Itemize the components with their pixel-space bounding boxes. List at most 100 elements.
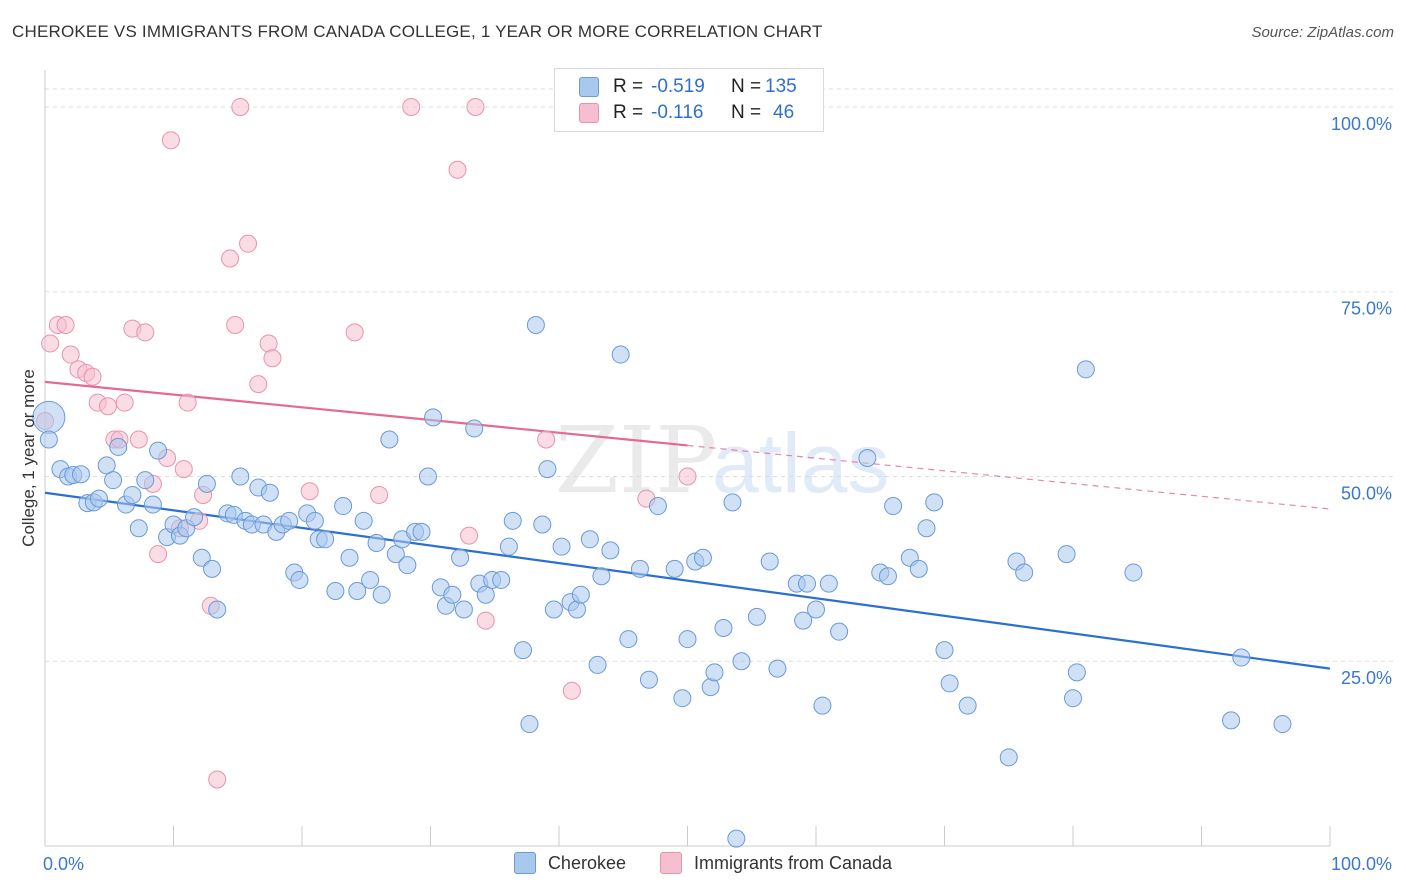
data-point-cherokee [768, 659, 787, 678]
data-point-cherokee [592, 567, 611, 586]
data-point-immigrants [56, 315, 75, 334]
data-point-cherokee [747, 607, 766, 626]
data-point-cherokee [673, 689, 692, 708]
n-value: 135 [765, 76, 797, 97]
data-point-cherokee [361, 570, 380, 589]
data-point-cherokee [639, 670, 658, 689]
y-axis-label: College, 1 year or more [19, 369, 38, 547]
data-point-cherokee [798, 574, 817, 593]
series-cherokee [32, 315, 1292, 848]
data-point-cherokee [601, 541, 620, 560]
data-point-cherokee [424, 408, 443, 427]
data-point-cherokee [260, 483, 279, 502]
data-point-cherokee [813, 696, 832, 715]
data-point-cherokee [884, 497, 903, 516]
data-point-cherokee [999, 748, 1018, 767]
data-point-cherokee [935, 641, 954, 660]
data-point-cherokee [958, 696, 977, 715]
data-point-cherokee [571, 585, 590, 604]
data-point-cherokee [380, 430, 399, 449]
r-value: -0.116 [651, 102, 704, 123]
data-point-immigrants [448, 160, 467, 179]
data-point-cherokee [39, 430, 58, 449]
data-point-cherokee [1067, 663, 1086, 682]
data-point-immigrants [476, 611, 495, 630]
data-point-immigrants [226, 315, 245, 334]
data-point-immigrants [136, 323, 155, 342]
data-point-cherokee [71, 465, 90, 484]
data-point-cherokee [611, 345, 630, 364]
data-point-cherokee [129, 519, 148, 538]
data-point-immigrants [98, 397, 117, 416]
data-point-immigrants [300, 482, 319, 501]
data-point-cherokee [588, 655, 607, 674]
data-point-cherokee [465, 419, 484, 438]
data-point-immigrants [178, 393, 197, 412]
data-point-cherokee [280, 511, 299, 530]
axes [44, 70, 1331, 847]
watermark: ZIP atlas [555, 407, 889, 514]
data-point-immigrants [149, 545, 168, 564]
immigrants-legend-swatch [659, 852, 682, 874]
data-point-immigrants [259, 334, 278, 353]
x-tick-label: 100.0% [1331, 854, 1392, 874]
data-point-cherokee [89, 489, 108, 508]
x-tick-label: 0.0% [43, 854, 84, 874]
data-point-cherokee [552, 537, 571, 556]
data-point-cherokee [1222, 711, 1241, 730]
watermark-zip: ZIP [555, 407, 717, 514]
data-point-immigrants [562, 681, 581, 700]
data-point-cherokee [526, 315, 545, 334]
y-tick-label: 100.0% [1331, 114, 1392, 134]
legend-item-immigrants: Immigrants from Canada [659, 852, 892, 874]
data-point-immigrants [161, 131, 180, 150]
data-point-cherokee [925, 493, 944, 512]
data-point-cherokee [398, 556, 417, 575]
data-point-immigrants [239, 234, 258, 253]
data-point-cherokee [316, 530, 335, 549]
series-legend: Cherokee Immigrants from Canada [0, 852, 1406, 874]
data-point-cherokee [693, 548, 712, 567]
data-point-cherokee [714, 618, 733, 637]
data-point-cherokee [231, 467, 250, 486]
data-point-cherokee [334, 497, 353, 516]
cherokee-legend-label: Cherokee [547, 852, 626, 873]
data-point-cherokee [580, 530, 599, 549]
data-point-immigrants [345, 323, 364, 342]
data-point-cherokee [1057, 545, 1076, 564]
x-tick-labels: 0.0% 100.0% [43, 854, 1392, 874]
data-point-cherokee [197, 474, 216, 493]
data-point-cherokee [807, 600, 825, 619]
data-point-immigrants [83, 367, 102, 386]
data-point-cherokee [665, 559, 684, 578]
data-point-cherokee [367, 533, 386, 552]
r-label: R = [613, 102, 644, 123]
cherokee-legend-swatch [513, 852, 536, 874]
data-point-cherokee [1232, 648, 1251, 667]
data-point-cherokee [143, 495, 162, 514]
data-point-cherokee [567, 600, 586, 619]
data-point-cherokee [619, 630, 638, 649]
data-point-cherokee [136, 471, 155, 490]
data-point-cherokee [723, 493, 742, 512]
data-point-cherokee [630, 559, 649, 578]
data-point-immigrants [466, 97, 485, 116]
data-point-cherokee [192, 548, 211, 567]
data-point-cherokee [443, 585, 462, 604]
data-point-cherokee [538, 460, 557, 479]
data-point-cherokee [701, 678, 720, 697]
data-point-immigrants [61, 345, 80, 364]
data-point-immigrants [402, 97, 421, 116]
n-label: N = [731, 76, 762, 97]
data-point-cherokee [520, 715, 539, 734]
data-point-cherokee [1124, 563, 1143, 582]
trend-line-immigrants [44, 380, 688, 447]
y-tick-label: 50.0% [1341, 483, 1392, 503]
data-point-cherokee [412, 522, 431, 541]
data-point-cherokee [326, 582, 345, 601]
legend-item-cherokee: Cherokee [513, 852, 626, 874]
y-tick-label: 75.0% [1341, 299, 1392, 319]
y-tick-label: 25.0% [1341, 668, 1392, 688]
data-point-cherokee [760, 552, 779, 571]
data-point-cherokee [830, 622, 849, 641]
